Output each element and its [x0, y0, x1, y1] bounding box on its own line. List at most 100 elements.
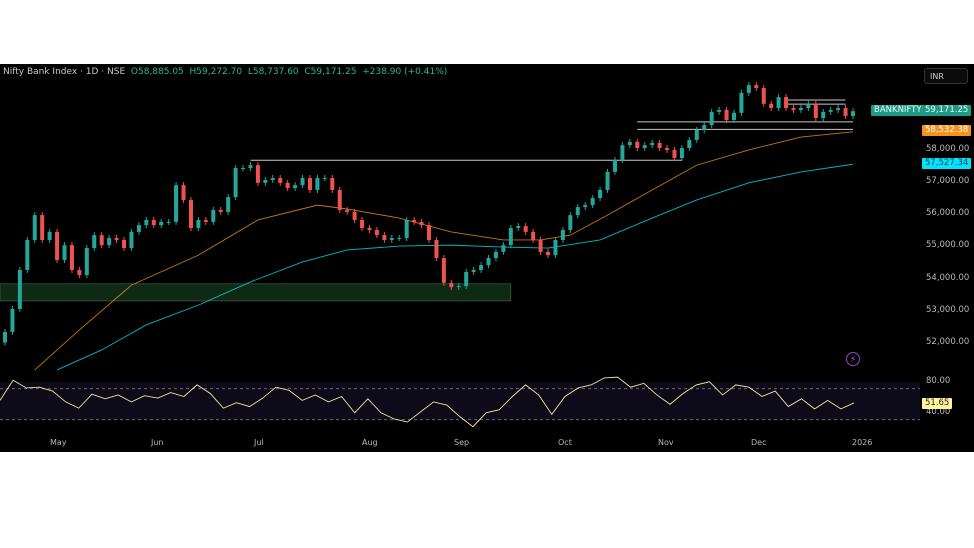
candle-body [397, 238, 402, 240]
candle-body [17, 269, 22, 309]
price-tick: 58,000.00 [926, 144, 970, 154]
candle-body [441, 258, 446, 283]
rsi-line [0, 376, 855, 428]
candle-body [285, 182, 290, 189]
candle-body [211, 209, 216, 222]
candle-body [709, 111, 714, 126]
candle-body [159, 221, 164, 226]
candle-body [843, 108, 848, 117]
candle-body [174, 185, 179, 222]
time-tick: Jun [151, 438, 164, 447]
rsi-value-tag: 51.65 [922, 398, 953, 409]
candle-body [144, 219, 149, 226]
candle-body [69, 245, 74, 270]
candle-body [635, 141, 640, 149]
open-value: O58,885.05 [130, 67, 184, 77]
candle-body [553, 239, 558, 256]
candle-body [32, 215, 37, 240]
candle-body [806, 103, 811, 109]
chart-area[interactable]: Nifty Bank Index · 1D · NSE O58,885.05 H… [0, 64, 974, 452]
price-chart[interactable] [0, 64, 974, 452]
candle-body [508, 228, 513, 246]
candle-body [419, 221, 424, 226]
change-value: +238.90 (+0.41%) [362, 67, 448, 77]
candle-body [493, 251, 498, 259]
time-tick: Nov [658, 438, 674, 447]
time-tick: Sep [454, 438, 470, 447]
candle-body [114, 238, 119, 240]
price-tick: 52,000.00 [926, 337, 970, 347]
candle-body [568, 215, 573, 230]
time-tick: Dec [751, 438, 767, 447]
candle-body [731, 112, 736, 120]
candle-body [248, 165, 253, 169]
ema-fast-tag: 58,532.38 [922, 125, 972, 136]
candle-body [724, 109, 729, 120]
currency-button[interactable]: INR [924, 68, 968, 84]
symbol-tag: BANKNIFTY [871, 105, 925, 116]
candle-body [456, 286, 461, 288]
candle-body [300, 178, 305, 186]
candle-body [55, 231, 60, 260]
candle-body [315, 178, 320, 190]
candle-body [226, 197, 231, 212]
symbol-title[interactable]: Nifty Bank Index · 1D · NSE [3, 67, 126, 77]
candle-body [746, 85, 751, 93]
candle-body [575, 207, 580, 216]
candle-body [188, 199, 193, 229]
candle-body [203, 219, 208, 222]
candle-body [501, 245, 506, 252]
candle-body [360, 219, 365, 229]
candle-body [233, 168, 238, 198]
candle-body [278, 178, 283, 183]
candle-body [218, 209, 223, 212]
time-tick: Oct [558, 438, 572, 447]
candle-body [516, 226, 521, 229]
candle-body [122, 239, 127, 249]
candle-body [620, 145, 625, 160]
ohlc-legend: Nifty Bank Index · 1D · NSE O58,885.05 H… [3, 67, 447, 77]
candle-body [739, 92, 744, 113]
candle-body [672, 149, 677, 159]
candle-body [322, 178, 327, 180]
candle-body [136, 225, 141, 232]
candle-body [583, 205, 588, 208]
candle-body [791, 108, 796, 110]
candle-body [531, 231, 536, 240]
candle-body [84, 248, 89, 276]
candle-body [129, 231, 134, 249]
price-tick: 55,000.00 [926, 240, 970, 250]
time-tick: Jul [254, 438, 264, 447]
candle-body [181, 185, 186, 200]
candle-body [99, 235, 104, 246]
candle-body [627, 141, 632, 146]
candle-body [590, 198, 595, 206]
candle-body [241, 168, 246, 170]
candle-body [330, 178, 335, 190]
low-value: L58,737.60 [247, 67, 299, 77]
candle-body [40, 215, 45, 240]
candle-body [412, 219, 417, 222]
candle-body [263, 179, 268, 183]
lightning-icon[interactable]: ⚡ [846, 352, 860, 366]
time-tick: May [50, 438, 67, 447]
candle-body [166, 221, 171, 223]
candle-body [434, 239, 439, 259]
candle-body [471, 269, 476, 272]
price-tick: 53,000.00 [926, 305, 970, 315]
candle-body [642, 145, 647, 149]
candle-body [798, 108, 803, 110]
candle-body [687, 139, 692, 149]
candle-body [776, 97, 781, 109]
candle-body [345, 209, 350, 212]
rsi-band [0, 382, 920, 420]
candle-body [47, 231, 52, 240]
candle-body [754, 85, 759, 89]
candle-body [293, 185, 298, 189]
candle-body [836, 108, 841, 110]
candle-body [702, 125, 707, 130]
candle-body [828, 109, 833, 112]
candle-body [612, 159, 617, 172]
candle-body [255, 165, 260, 183]
candle-body [546, 251, 551, 256]
